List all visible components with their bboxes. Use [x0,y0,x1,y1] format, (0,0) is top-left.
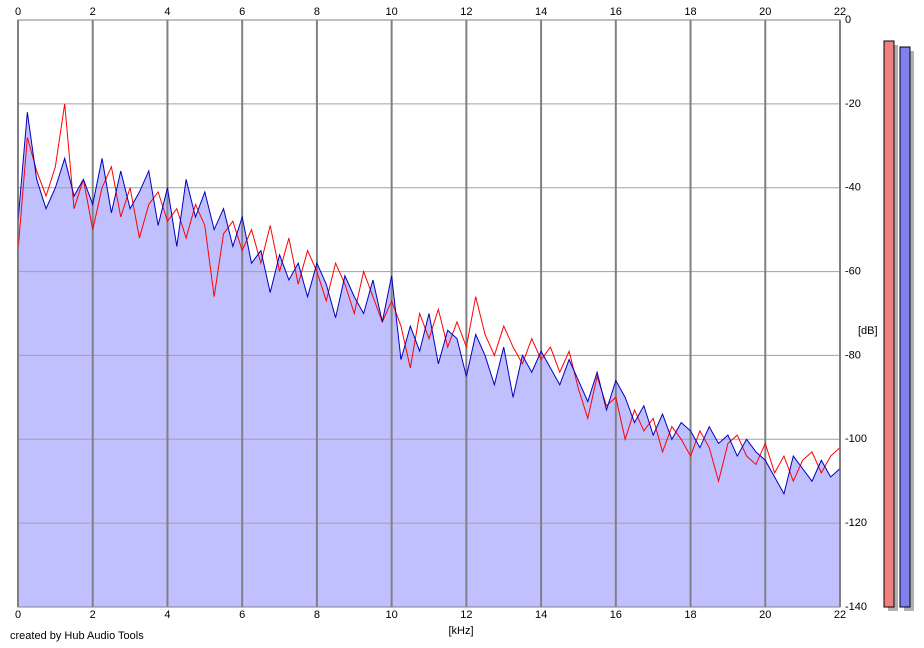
x-tick-label: 8 [314,609,320,621]
x-tick-label: 14 [535,609,547,621]
plot-border [17,19,841,608]
y-tick-label: -80 [845,349,861,361]
x-tick-label: 18 [684,609,696,621]
x-tick-label: 2 [90,609,96,621]
x-tick-label-top: 4 [164,6,170,18]
x-tick-label-top: 8 [314,6,320,18]
x-tick-label: 6 [239,609,245,621]
y-tick-label: 0 [845,14,851,26]
x-tick-label: 22 [834,609,846,621]
y-tick-label: -60 [845,265,861,277]
y-tick-label: -120 [845,517,867,529]
y-tick-label: -40 [845,182,861,194]
x-tick-label-top: 14 [535,6,547,18]
series-line [17,112,841,496]
x-axis-label: [kHz] [448,625,473,637]
x-tick-label: 20 [759,609,771,621]
x-tick-label: 16 [610,609,622,621]
x-tick-label-top: 12 [460,6,472,18]
x-tick-label-top: 2 [90,6,96,18]
x-tick-label-top: 22 [834,6,846,18]
x-tick-label-top: 10 [386,6,398,18]
x-tick-label: 0 [15,609,21,621]
x-tick-label-top: 18 [684,6,696,18]
series-line [17,103,841,484]
x-tick-label-top: 6 [239,6,245,18]
y-axis-label: [dB] [858,325,878,337]
x-tick-label: 4 [164,609,170,621]
x-tick-label: 12 [460,609,472,621]
y-tick-label: -140 [845,601,867,613]
caption: created by Hub Audio Tools [10,630,144,642]
x-tick-label-top: 0 [15,6,21,18]
meter-left [883,40,895,608]
x-tick-label-top: 16 [610,6,622,18]
meter-right [899,46,911,608]
x-tick-label: 10 [386,609,398,621]
x-tick-label-top: 20 [759,6,771,18]
y-tick-label: -100 [845,433,867,445]
y-tick-label: -20 [845,98,861,110]
